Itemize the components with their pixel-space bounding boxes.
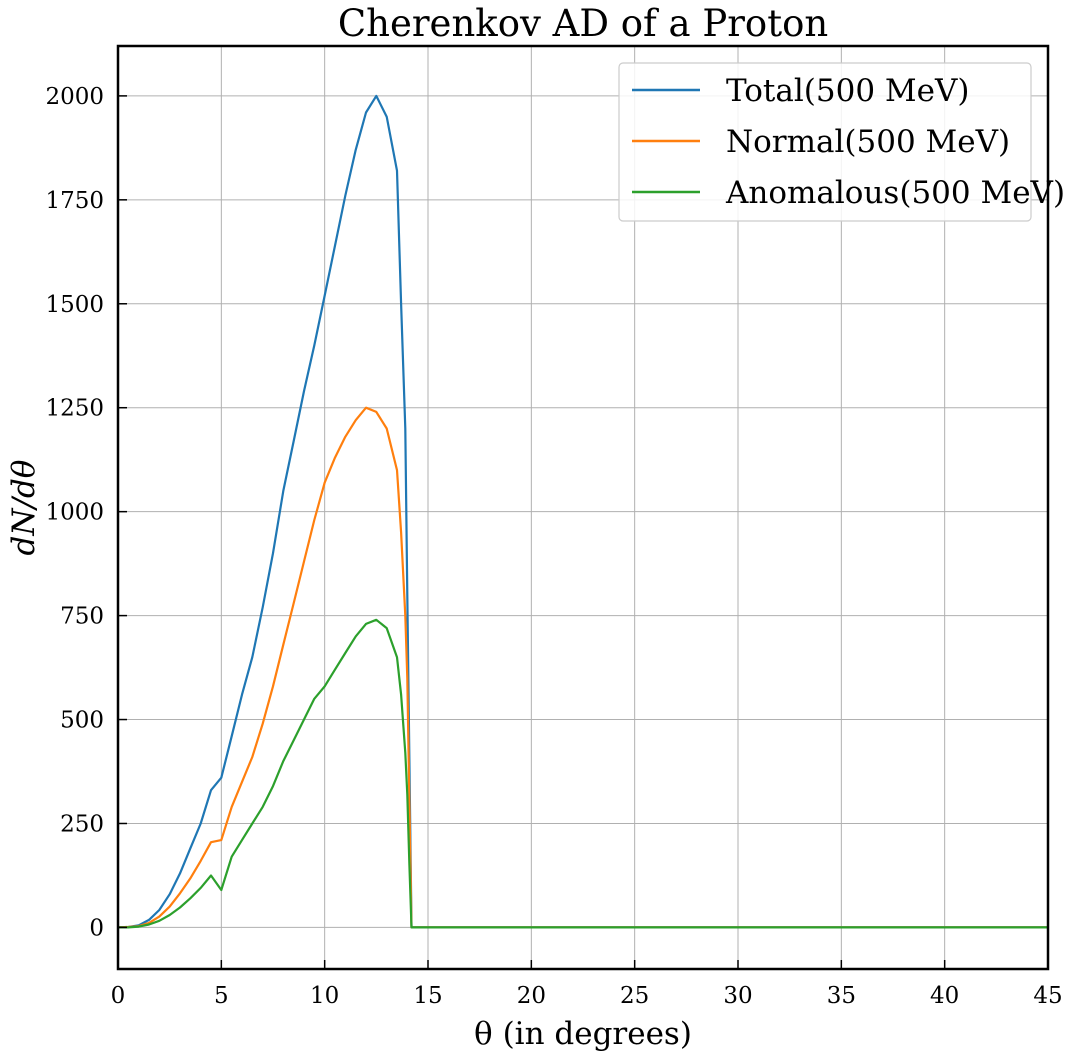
x-axis-label: θ (in degrees) — [474, 1016, 692, 1052]
series-line-2 — [118, 618, 1048, 929]
y-tick-label: 2000 — [45, 84, 104, 110]
series-layer — [117, 94, 1048, 929]
plot-frame — [116, 44, 1050, 971]
series-line-1 — [117, 406, 1048, 929]
x-tick-label: 10 — [310, 983, 339, 1009]
y-tick-label: 0 — [89, 915, 104, 941]
x-tick-label: 30 — [723, 983, 752, 1009]
x-tick-label: 45 — [1033, 983, 1062, 1009]
y-tick-label: 750 — [60, 604, 104, 630]
x-tick-label: 15 — [413, 983, 442, 1009]
legend: Total(500 MeV) Normal(500 MeV) Anomalous(5… — [618, 62, 1065, 222]
x-tick-label: 25 — [620, 983, 649, 1009]
x-tick-label: 40 — [930, 983, 959, 1009]
x-tick-label: 20 — [517, 983, 546, 1009]
x-tick-label: 35 — [827, 983, 856, 1009]
y-tick-label: 1250 — [45, 396, 104, 422]
y-tick-label: 1000 — [45, 500, 104, 526]
y-tick-label: 1500 — [45, 292, 104, 318]
y-tick-label: 500 — [60, 708, 104, 734]
legend-label-1: Normal(500 MeV) — [726, 124, 1010, 160]
legend-label-2: Anomalous(500 MeV) — [725, 175, 1065, 211]
y-tick-label: 1750 — [45, 188, 104, 214]
x-tick-label: 0 — [111, 983, 126, 1009]
x-tick-label: 5 — [214, 983, 229, 1009]
legend-box — [618, 62, 1032, 222]
chart-title: Cherenkov AD of a Proton — [338, 2, 828, 45]
legend-label-0: Total(500 MeV) — [726, 73, 969, 109]
tick-layer: 0 5 10 15 20 25 30 35 40 45 0 250 500 750 1000 1250 1500… — [45, 84, 1062, 1009]
y-tick-label: 250 — [60, 811, 104, 837]
y-axis-label: dN/dθ — [6, 459, 42, 555]
